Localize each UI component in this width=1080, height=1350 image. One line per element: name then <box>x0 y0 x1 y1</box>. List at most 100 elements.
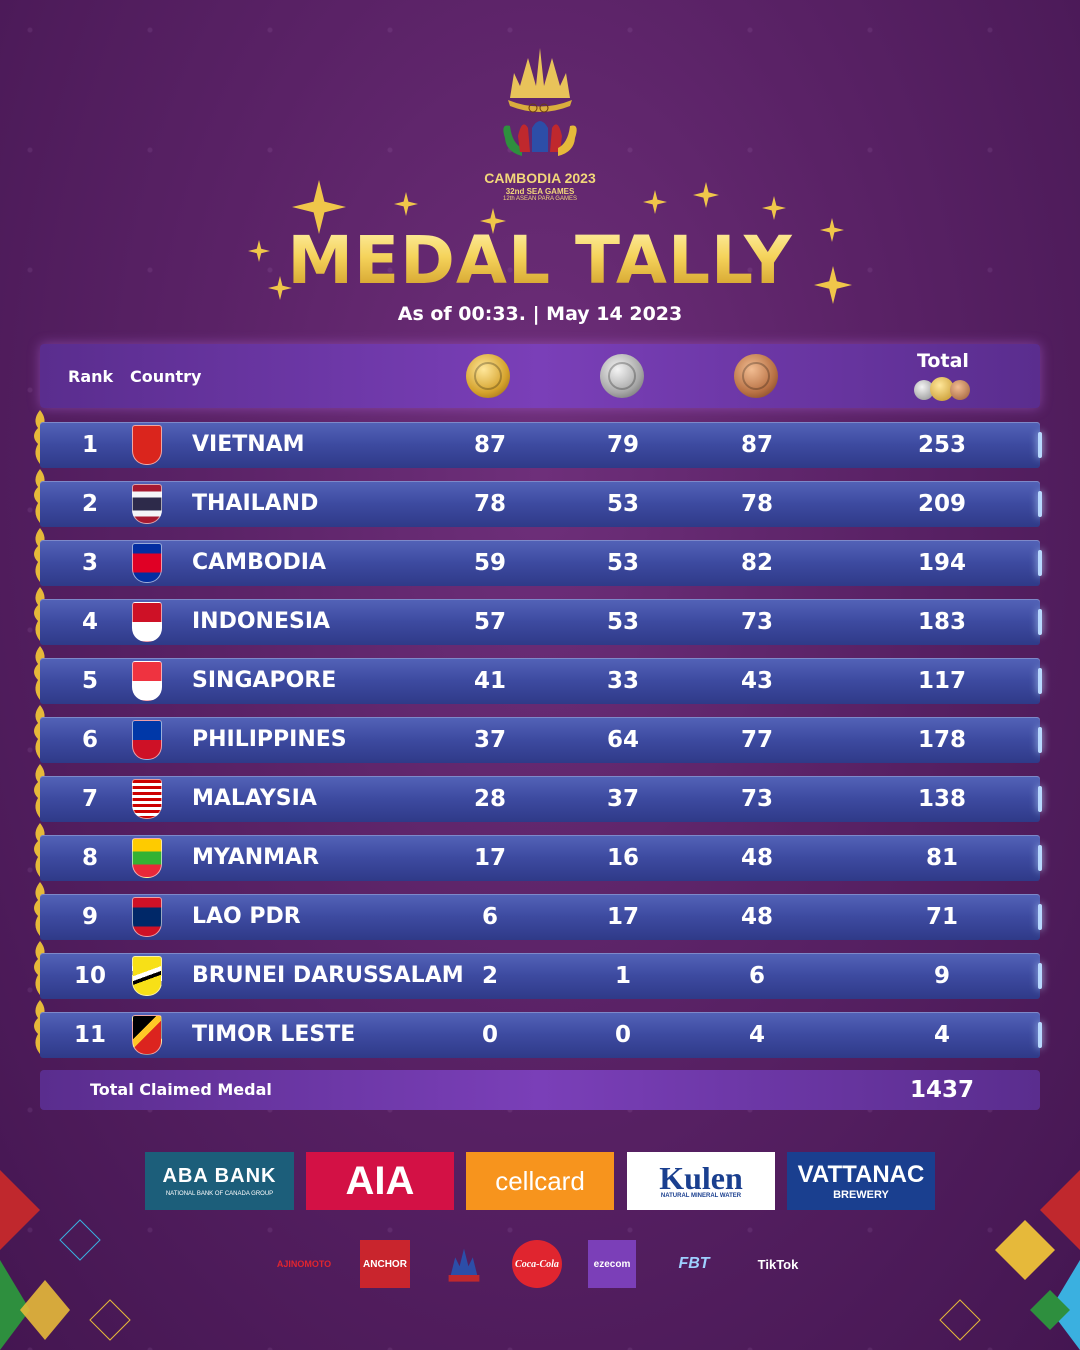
total-cell: 253 <box>917 432 966 458</box>
sponsor-fbt: FBT <box>678 1255 710 1272</box>
row-glow <box>1038 845 1042 871</box>
logo-subtitle-2: 12th ASEAN PARA GAMES <box>503 196 577 202</box>
silver-cell: 53 <box>606 550 639 576</box>
country-cell: MALAYSIA <box>192 786 317 811</box>
sponsor-aia: AIA <box>306 1152 454 1210</box>
gold-cell: 2 <box>481 963 498 989</box>
total-cell: 138 <box>917 786 966 812</box>
rank-cell: 5 <box>81 668 98 694</box>
silver-cell: 37 <box>606 786 639 812</box>
gold-cell: 78 <box>473 491 506 517</box>
total-cell: 178 <box>917 727 966 753</box>
rank-cell: 3 <box>81 550 98 576</box>
row-glow <box>1038 727 1042 753</box>
corner-ornament-right <box>939 1170 1080 1350</box>
header-total: Total <box>917 350 969 372</box>
rank-cell: 7 <box>81 786 98 812</box>
table-row: 6 PHILIPPINES 37 64 77 178 <box>40 717 1042 763</box>
silver-cell: 53 <box>606 609 639 635</box>
gold-cell: 41 <box>473 668 506 694</box>
row-glow <box>1038 668 1042 694</box>
table-row: 3 CAMBODIA 59 53 82 194 <box>40 540 1042 586</box>
silver-cell: 79 <box>606 432 639 458</box>
bronze-cell: 78 <box>740 491 773 517</box>
sponsor-anchor: ANCHOR <box>360 1240 410 1288</box>
sponsor-ezecom: ezecom <box>588 1240 636 1288</box>
country-cell: INDONESIA <box>192 609 331 634</box>
bronze-cell: 87 <box>740 432 773 458</box>
table-row: 7 MALAYSIA 28 37 73 138 <box>40 776 1042 822</box>
bronze-cell: 73 <box>740 786 773 812</box>
sparkle-icon <box>248 240 270 262</box>
kulen-label: Kulen <box>659 1160 743 1196</box>
gold-cell: 37 <box>473 727 506 753</box>
sponsor-ministry-logo-icon <box>438 1240 490 1288</box>
angkor-logo-icon <box>503 48 577 156</box>
sparkle-icon <box>762 196 786 220</box>
country-flag-icon <box>132 425 162 465</box>
row-glow <box>1038 1022 1042 1048</box>
sponsor-coca-cola: Coca-Cola <box>512 1240 562 1288</box>
country-flag-icon <box>132 602 162 642</box>
total-value: 1437 <box>909 1077 974 1103</box>
country-flag-icon <box>132 838 162 878</box>
sparkle-icon <box>394 192 418 216</box>
country-cell: THAILAND <box>192 491 319 516</box>
total-label: Total Claimed Medal <box>90 1080 272 1099</box>
total-cell: 71 <box>925 904 958 930</box>
sparkle-icon <box>693 182 719 208</box>
sponsor-ajinomoto: AJINOMOTO <box>276 1259 332 1269</box>
row-glow <box>1038 550 1042 576</box>
sparkle-icon <box>643 190 667 214</box>
sponsor-kulen: Kulen NATURAL MINERAL WATER <box>627 1152 775 1210</box>
rank-cell: 10 <box>73 963 106 989</box>
rank-cell: 6 <box>81 727 98 753</box>
timestamp: As of 00:33. | May 14 2023 <box>397 303 683 325</box>
games-logo: CAMBODIA 2023 32nd SEA GAMES 12th ASEAN … <box>470 48 610 213</box>
country-cell: LAO PDR <box>192 904 301 929</box>
gold-cell: 87 <box>473 432 506 458</box>
table-row: 5 SINGAPORE 41 33 43 117 <box>40 658 1042 704</box>
bronze-medal-icon <box>950 380 970 400</box>
total-cell: 81 <box>925 845 958 871</box>
total-cell: 9 <box>933 963 950 989</box>
country-cell: SINGAPORE <box>192 668 337 693</box>
total-cell: 117 <box>917 668 966 694</box>
row-glow <box>1038 786 1042 812</box>
gold-cell: 28 <box>473 786 506 812</box>
row-glow <box>1038 904 1042 930</box>
rank-cell: 4 <box>81 609 98 635</box>
bronze-cell: 73 <box>740 609 773 635</box>
bronze-cell: 48 <box>740 845 773 871</box>
sparkle-icon <box>820 218 844 242</box>
total-cell: 4 <box>933 1022 950 1048</box>
total-cell: 209 <box>917 491 966 517</box>
row-glow <box>1038 432 1042 458</box>
vattanac-label: VATTANAC <box>797 1161 925 1188</box>
silver-cell: 33 <box>606 668 639 694</box>
country-flag-icon <box>132 779 162 819</box>
country-flag-icon <box>132 1015 162 1055</box>
header-rank: Rank <box>68 367 114 386</box>
silver-cell: 0 <box>614 1022 631 1048</box>
bronze-cell: 6 <box>748 963 765 989</box>
country-flag-icon <box>132 720 162 760</box>
silver-cell: 64 <box>606 727 639 753</box>
logo-title: CAMBODIA 2023 <box>484 170 596 186</box>
silver-cell: 53 <box>606 491 639 517</box>
country-flag-icon <box>132 484 162 524</box>
total-cell: 183 <box>917 609 966 635</box>
country-cell: TIMOR LESTE <box>192 1022 356 1047</box>
country-cell: BRUNEI DARUSSALAM <box>192 963 464 988</box>
bronze-cell: 4 <box>748 1022 765 1048</box>
row-glow <box>1038 609 1042 635</box>
silver-medal-icon <box>600 354 644 398</box>
table-row: 9 LAO PDR 6 17 48 71 <box>40 894 1042 940</box>
silver-cell: 17 <box>606 904 639 930</box>
vattanac-sub: BREWERY <box>833 1189 889 1201</box>
aba-sub: NATIONAL BANK OF CANADA GROUP <box>165 1191 274 1197</box>
sparkle-icon <box>480 208 506 234</box>
sponsor-aba-bank: ABA BANK NATIONAL BANK OF CANADA GROUP <box>145 1152 294 1210</box>
rank-cell: 9 <box>81 904 98 930</box>
rank-cell: 1 <box>81 432 98 458</box>
